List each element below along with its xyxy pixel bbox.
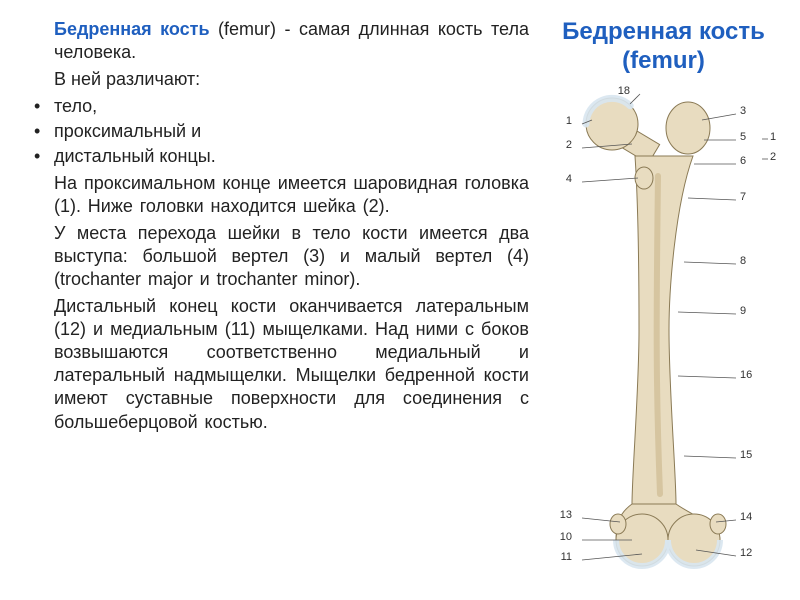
text-column: Бедренная кость (femur) - самая длинная … — [24, 18, 539, 590]
svg-text:4: 4 — [565, 173, 571, 185]
svg-text:2: 2 — [565, 139, 571, 151]
slide: Бедренная кость (femur) - самая длинная … — [0, 0, 800, 600]
svg-text:7: 7 — [740, 191, 746, 203]
svg-text:2: 2 — [770, 151, 776, 163]
svg-text:5: 5 — [740, 131, 746, 143]
femur-diagram: 181241310113567891615141212 — [544, 84, 784, 574]
svg-text:13: 13 — [559, 509, 571, 521]
svg-text:1: 1 — [770, 131, 776, 143]
svg-text:3: 3 — [740, 105, 746, 117]
bullet-list: тело, проксимальный и дистальный концы. — [24, 95, 529, 168]
bullet-item: дистальный концы. — [24, 145, 529, 168]
bullet-item: тело, — [24, 95, 529, 118]
svg-text:15: 15 — [740, 449, 752, 461]
paragraph-1: На проксимальном конце имеется шаровидна… — [54, 172, 529, 218]
svg-text:16: 16 — [740, 369, 752, 381]
svg-text:14: 14 — [740, 511, 752, 523]
svg-text:18: 18 — [617, 85, 629, 97]
svg-text:10: 10 — [559, 531, 571, 543]
intro-paragraph: Бедренная кость (femur) - самая длинная … — [54, 18, 529, 64]
svg-text:9: 9 — [740, 305, 746, 317]
paragraph-3: Дистальный конец кости оканчивается лате… — [54, 295, 529, 433]
svg-text:8: 8 — [740, 255, 746, 267]
figure-title: Бедренная кость (femur) — [539, 18, 788, 76]
paragraph-2: У места перехода шейки в тело кости имее… — [54, 222, 529, 291]
svg-text:12: 12 — [740, 547, 752, 559]
bullet-item: проксимальный и — [24, 120, 529, 143]
sub-line: В ней различают: — [54, 68, 529, 91]
svg-text:11: 11 — [560, 551, 571, 563]
intro-lead: Бедренная кость — [54, 19, 210, 39]
svg-text:1: 1 — [565, 115, 571, 127]
svg-text:6: 6 — [740, 155, 746, 167]
figure-column: Бедренная кость (femur) 1812413101135678… — [539, 18, 788, 590]
